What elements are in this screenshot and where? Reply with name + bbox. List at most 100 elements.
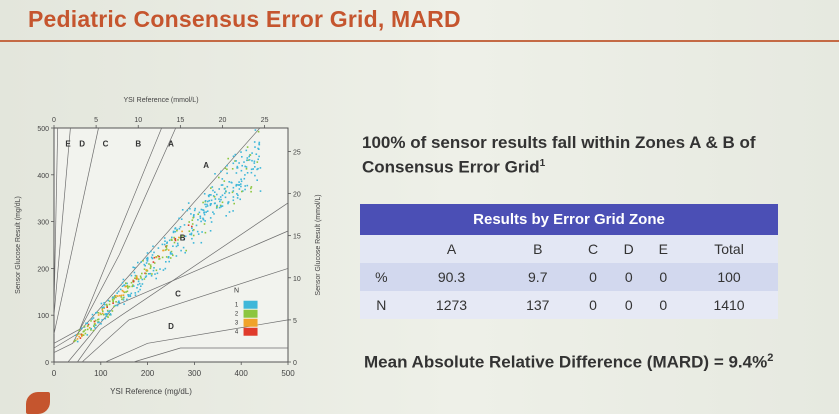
zone-label: C	[103, 140, 109, 149]
column-header: B	[500, 235, 576, 263]
scatter-point	[255, 153, 258, 155]
scatter-point	[254, 146, 256, 148]
scatter-point	[97, 312, 100, 314]
scatter-point	[123, 291, 126, 294]
zone-boundary-line	[53, 127, 261, 349]
scatter-point	[224, 196, 227, 199]
scatter-point	[146, 260, 149, 262]
scatter-point	[158, 257, 161, 260]
scatter-point	[242, 190, 244, 192]
scatter-point	[220, 198, 222, 201]
scatter-point	[172, 254, 174, 257]
scatter-point	[228, 192, 231, 194]
scatter-point	[204, 203, 206, 206]
zone-boundary-line	[105, 319, 289, 363]
scatter-point	[106, 306, 108, 308]
zone-label: D	[79, 140, 85, 149]
x2-tick-label: 5	[94, 117, 98, 124]
scatter-point	[154, 273, 156, 275]
scatter-point	[78, 333, 80, 335]
scatter-point	[123, 284, 125, 287]
scatter-point	[112, 300, 114, 303]
zone-label: E	[65, 140, 71, 149]
scatter-point	[97, 318, 99, 321]
scatter-point	[254, 129, 257, 131]
scatter-point	[232, 162, 235, 165]
scatter-point	[215, 207, 218, 209]
column-header: D	[610, 235, 647, 263]
scatter-point	[232, 186, 235, 189]
scatter-point	[187, 202, 190, 204]
scatter-point	[100, 323, 102, 325]
scatter-point	[76, 338, 79, 340]
scatter-point	[84, 329, 87, 331]
scatter-point	[145, 269, 147, 272]
scatter-point	[109, 310, 111, 312]
scatter-point	[196, 230, 199, 233]
x-tick-label: 500	[281, 369, 295, 378]
scatter-point	[226, 185, 229, 188]
table-cell: 0	[646, 291, 681, 319]
scatter-point	[114, 295, 116, 297]
scatter-point	[150, 256, 153, 259]
scatter-point	[250, 171, 253, 174]
scatter-point	[80, 333, 83, 336]
scatter-point	[203, 213, 206, 216]
scatter-point	[171, 253, 173, 255]
scatter-point	[113, 296, 115, 298]
scatter-point	[174, 230, 177, 233]
zone-boundary-line	[53, 127, 59, 311]
scatter-point	[146, 256, 149, 259]
scatter-point	[218, 188, 220, 190]
scatter-point	[90, 329, 92, 331]
x2-tick-label: 0	[52, 117, 56, 124]
zone-label: A	[168, 140, 174, 149]
scatter-point	[141, 272, 143, 275]
scatter-point	[139, 275, 142, 278]
table-cell: 0	[646, 263, 681, 291]
scatter-point	[115, 296, 117, 299]
scatter-point	[102, 310, 104, 313]
scatter-point	[118, 301, 121, 304]
scatter-point	[252, 168, 254, 170]
zone-statement-text: 100% of sensor results fall within Zones…	[362, 133, 756, 177]
scatter-point	[244, 165, 246, 168]
scatter-point	[172, 231, 175, 234]
scatter-point	[181, 230, 183, 233]
scatter-point	[101, 306, 104, 309]
scatter-point	[115, 301, 117, 303]
scatter-point	[136, 276, 138, 278]
scatter-point	[145, 257, 148, 260]
table-cell: 137	[500, 291, 576, 319]
scatter-point	[191, 223, 194, 225]
scatter-point	[227, 202, 229, 205]
y2-tick-label: 0	[293, 360, 297, 367]
scatter-point	[80, 327, 83, 330]
x-tick-label: 100	[94, 369, 108, 378]
scatter-point	[166, 242, 168, 244]
y-tick-label: 300	[37, 220, 49, 227]
scatter-point	[103, 307, 105, 309]
zone-label: C	[175, 289, 181, 298]
scatter-point	[168, 239, 171, 242]
scatter-point	[118, 294, 121, 297]
table-cell: 90.3	[402, 263, 501, 291]
y2-tick-label: 25	[293, 149, 301, 156]
scatter-point	[116, 304, 119, 307]
scatter-point	[143, 263, 146, 266]
scatter-point	[238, 184, 241, 186]
scatter-point	[200, 208, 203, 211]
scatter-point	[210, 221, 213, 223]
scatter-point	[208, 194, 211, 196]
scatter-point	[212, 189, 214, 192]
y2-axis-title: Sensor Glucose Result (mmol/L)	[315, 194, 322, 295]
scatter-point	[141, 278, 144, 281]
scatter-point	[224, 192, 226, 195]
scatter-point	[93, 325, 95, 327]
scatter-point	[84, 332, 87, 335]
table-cell: 1410	[680, 291, 778, 319]
scatter-point	[105, 315, 108, 317]
scatter-point	[149, 264, 152, 266]
scatter-point	[188, 221, 190, 223]
scatter-point	[134, 292, 137, 294]
